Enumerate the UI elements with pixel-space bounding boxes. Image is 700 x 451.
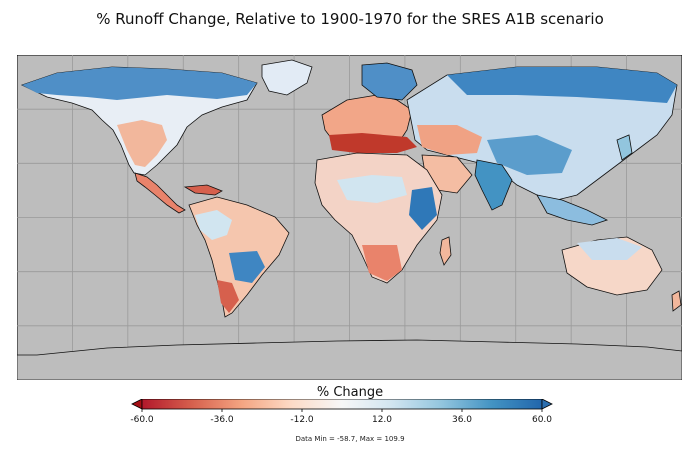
land-antarctica bbox=[17, 339, 682, 380]
land-new-zealand bbox=[671, 290, 682, 312]
colorbar-ticks: -60.0 -36.0 -12.0 12.0 36.0 60.0 bbox=[130, 409, 552, 425]
land-areas bbox=[17, 59, 682, 380]
land-japan bbox=[616, 134, 633, 161]
colorbar-extend-low bbox=[131, 398, 143, 410]
map-title: % Runoff Change, Relative to 1900-1970 f… bbox=[96, 10, 604, 28]
colorbar: -60.0 -36.0 -12.0 12.0 36.0 60.0 bbox=[130, 398, 570, 433]
region-sa-laplata-wet bbox=[229, 251, 265, 283]
colorbar-extend-high bbox=[541, 398, 553, 410]
colorbar-tick-label: 60.0 bbox=[532, 415, 552, 425]
land-central-america bbox=[134, 172, 186, 214]
region-na-south-dry bbox=[117, 120, 167, 167]
colorbar-tick-label: -60.0 bbox=[130, 415, 154, 425]
region-siberia-wet bbox=[447, 67, 677, 103]
region-sahel-wet bbox=[337, 175, 407, 203]
region-australia-north-wet bbox=[577, 238, 642, 260]
region-tibet-wet bbox=[487, 135, 572, 175]
world-map bbox=[17, 55, 682, 380]
colorbar-tick-label: -36.0 bbox=[210, 415, 234, 425]
region-na-north-wet bbox=[22, 67, 257, 100]
map-svg bbox=[17, 55, 682, 380]
colorbar-tick-label: 12.0 bbox=[372, 415, 392, 425]
colorbar-label: % Change bbox=[316, 385, 384, 400]
colorbar-tick-label: -12.0 bbox=[290, 415, 314, 425]
region-mediterranean-dry bbox=[329, 133, 417, 153]
land-greenland bbox=[261, 59, 313, 96]
data-min-max-note: Data Min = -58.7, Max = 109.9 bbox=[295, 435, 405, 443]
land-india bbox=[474, 159, 513, 211]
region-south-africa-dry bbox=[362, 245, 402, 281]
land-madagascar bbox=[439, 236, 452, 266]
land-caribbean bbox=[183, 184, 223, 196]
land-southeast-asia bbox=[536, 194, 609, 226]
colorbar-svg: -60.0 -36.0 -12.0 12.0 36.0 60.0 bbox=[130, 398, 553, 425]
colorbar-tick-label: 36.0 bbox=[452, 415, 472, 425]
colorbar-gradient bbox=[141, 398, 543, 410]
region-sa-amazon-wet bbox=[195, 210, 232, 240]
region-scandinavia-wet bbox=[361, 62, 418, 101]
region-east-africa-wet bbox=[409, 187, 437, 230]
region-central-asia-dry bbox=[417, 125, 482, 155]
region-sa-south-dry bbox=[217, 280, 239, 313]
